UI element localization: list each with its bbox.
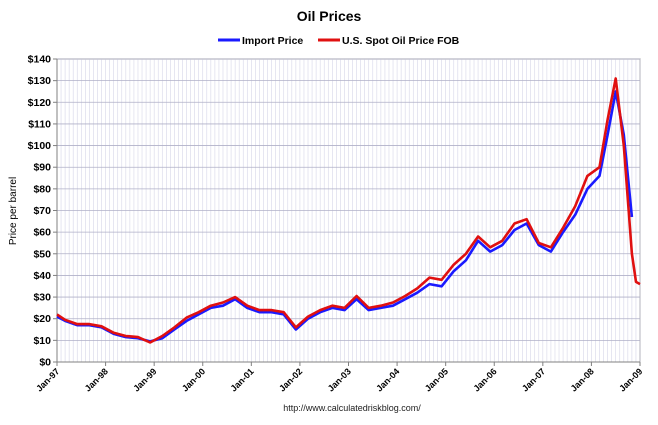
- legend: Import Price U.S. Spot Oil Price FOB: [218, 35, 460, 47]
- y-tick-label: $100: [28, 140, 52, 152]
- y-axis: $0 $10 $20 $30 $40 $50 $60 $70 $80 $90 $100 $110 $12…: [28, 54, 58, 369]
- y-tick-label: $140: [28, 54, 52, 66]
- y-axis-label: Price per barrel: [8, 177, 19, 245]
- chart-title: Oil Prices: [297, 8, 362, 24]
- legend-label: U.S. Spot Oil Price FOB: [342, 35, 460, 47]
- y-tick-label: $90: [33, 162, 51, 174]
- y-tick-label: $60: [33, 227, 51, 239]
- series-lines: [56, 77, 641, 344]
- series-line-u-s-spot-oil-price-fob: [56, 77, 641, 344]
- y-tick-label: $40: [33, 270, 51, 282]
- y-tick-label: $80: [33, 183, 51, 195]
- y-tick-label: $70: [33, 205, 51, 217]
- y-tick-label: $130: [28, 75, 52, 87]
- y-tick-label: $50: [33, 248, 51, 260]
- y-tick-label: $30: [33, 292, 51, 304]
- source-url: http://www.calculatedriskblog.com/: [283, 403, 421, 413]
- y-tick-label: $110: [28, 118, 51, 130]
- grid: [56, 58, 641, 363]
- legend-label: Import Price: [242, 35, 303, 47]
- y-tick-label: $10: [33, 335, 51, 347]
- y-tick-label: $120: [28, 97, 52, 109]
- y-tick-label: $20: [33, 313, 51, 325]
- y-tick-label: $0: [39, 357, 51, 369]
